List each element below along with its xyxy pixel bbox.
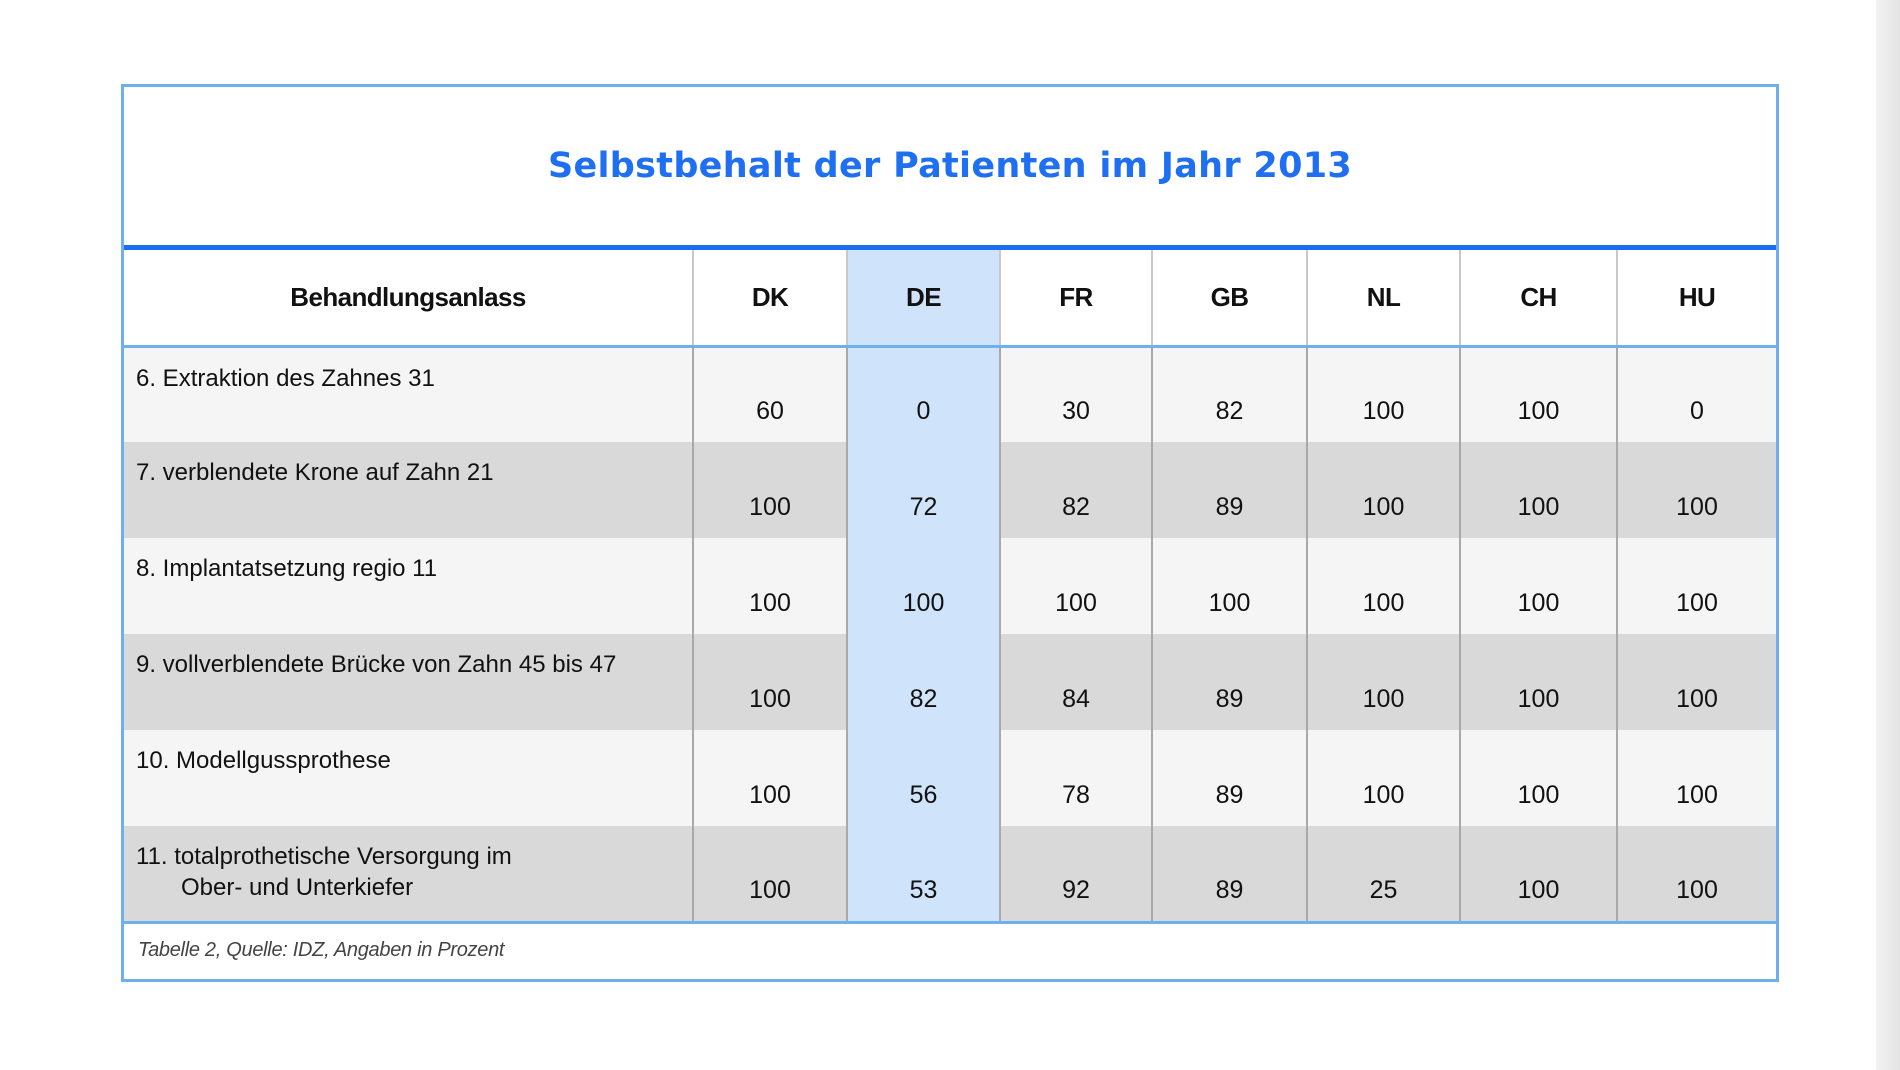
table-frame: Selbstbehalt der Patienten im Jahr 2013 … <box>121 84 1779 982</box>
column-header-behandlungsanlass: Behandlungsanlass <box>124 250 694 348</box>
column-header-fr: FR <box>1000 250 1153 348</box>
table-row: 6. Extraktion des Zahnes 31 60 0 30 82 100 100… <box>124 346 1776 442</box>
cell-hu: 100 <box>1617 730 1776 826</box>
cell-dk: 100 <box>693 730 848 826</box>
cell-gb: 89 <box>1152 442 1308 538</box>
table-row: 10. Modellgussprothese 100 56 78 89 100 100 100 <box>124 730 1776 826</box>
row-label-continuation: Ober- und Unterkiefer <box>181 874 414 901</box>
cell-ch: 100 <box>1460 730 1618 826</box>
cell-de: 100 <box>847 538 1001 634</box>
cell-nl: 100 <box>1307 730 1461 826</box>
row-label-text: 11. totalprothetische Versorgung im <box>136 843 512 870</box>
cell-hu: 100 <box>1617 442 1776 538</box>
cell-de: 53 <box>847 826 1001 924</box>
cell-de: 0 <box>847 346 1001 442</box>
cell-ch: 100 <box>1460 346 1618 442</box>
row-label: 8. Implantatsetzung regio 11 <box>124 538 694 634</box>
cell-fr: 100 <box>1000 538 1153 634</box>
column-header-hu: HU <box>1617 250 1776 348</box>
cell-ch: 100 <box>1460 634 1618 730</box>
data-table: Behandlungsanlass DK DE FR GB NL CH HU 6… <box>124 250 1776 924</box>
cell-fr: 78 <box>1000 730 1153 826</box>
table-row: 8. Implantatsetzung regio 11 100 100 100 100… <box>124 538 1776 634</box>
cell-nl: 25 <box>1307 826 1461 924</box>
table-body: 6. Extraktion des Zahnes 31 60 0 30 82 100 100… <box>124 346 1776 924</box>
row-label-text: 7. verblendete Krone auf Zahn 21 <box>136 459 494 486</box>
cell-gb: 89 <box>1152 634 1308 730</box>
cell-de: 82 <box>847 634 1001 730</box>
column-header-ch: CH <box>1460 250 1618 348</box>
cell-gb: 89 <box>1152 826 1308 924</box>
row-label: 10. Modellgussprothese <box>124 730 694 826</box>
column-header-dk: DK <box>693 250 848 348</box>
row-label: 7. verblendete Krone auf Zahn 21 <box>124 442 694 538</box>
title-area: Selbstbehalt der Patienten im Jahr 2013 <box>124 87 1776 250</box>
row-label: 11. totalprothetische Versorgung im Ober-… <box>124 826 694 924</box>
table-footnote: Tabelle 2, Quelle: IDZ, Angaben in Proze… <box>138 939 505 961</box>
row-label-text: 6. Extraktion des Zahnes 31 <box>136 364 435 392</box>
cell-gb: 100 <box>1152 538 1308 634</box>
cell-fr: 82 <box>1000 442 1153 538</box>
table-row: 7. verblendete Krone auf Zahn 21 100 72 82 8… <box>124 442 1776 538</box>
cell-nl: 100 <box>1307 442 1461 538</box>
cell-dk: 60 <box>693 346 848 442</box>
cell-dk: 100 <box>693 538 848 634</box>
table-row: 11. totalprothetische Versorgung im Ober-… <box>124 826 1776 924</box>
row-label-text: 9. vollverblendete Brücke von Zahn 45 bi… <box>136 651 617 678</box>
cell-nl: 100 <box>1307 634 1461 730</box>
cell-ch: 100 <box>1460 442 1618 538</box>
cell-de: 72 <box>847 442 1001 538</box>
cell-hu: 100 <box>1617 538 1776 634</box>
column-header-gb: GB <box>1152 250 1308 348</box>
cell-fr: 30 <box>1000 346 1153 442</box>
column-header-nl: NL <box>1307 250 1461 348</box>
cell-gb: 89 <box>1152 730 1308 826</box>
cell-de: 56 <box>847 730 1001 826</box>
cell-hu: 100 <box>1617 634 1776 730</box>
row-label: 6. Extraktion des Zahnes 31 <box>124 346 694 442</box>
table-title: Selbstbehalt der Patienten im Jahr 2013 <box>547 146 1353 186</box>
cell-hu: 0 <box>1617 346 1776 442</box>
cell-dk: 100 <box>693 634 848 730</box>
cell-gb: 82 <box>1152 346 1308 442</box>
cell-nl: 100 <box>1307 538 1461 634</box>
cell-fr: 92 <box>1000 826 1153 924</box>
row-label: 9. vollverblendete Brücke von Zahn 45 bi… <box>124 634 694 730</box>
cell-ch: 100 <box>1460 538 1618 634</box>
header-row: Behandlungsanlass DK DE FR GB NL CH HU <box>124 250 1776 348</box>
row-label-text: 8. Implantatsetzung regio 11 <box>136 555 438 582</box>
cell-nl: 100 <box>1307 346 1461 442</box>
page-edge-shadow <box>1876 0 1900 1070</box>
cell-ch: 100 <box>1460 826 1618 924</box>
cell-dk: 100 <box>693 826 848 924</box>
row-label-text: 10. Modellgussprothese <box>136 747 391 774</box>
cell-dk: 100 <box>693 442 848 538</box>
cell-hu: 100 <box>1617 826 1776 924</box>
column-header-de: DE <box>847 250 1001 348</box>
table-row: 9. vollverblendete Brücke von Zahn 45 bi… <box>124 634 1776 730</box>
cell-fr: 84 <box>1000 634 1153 730</box>
